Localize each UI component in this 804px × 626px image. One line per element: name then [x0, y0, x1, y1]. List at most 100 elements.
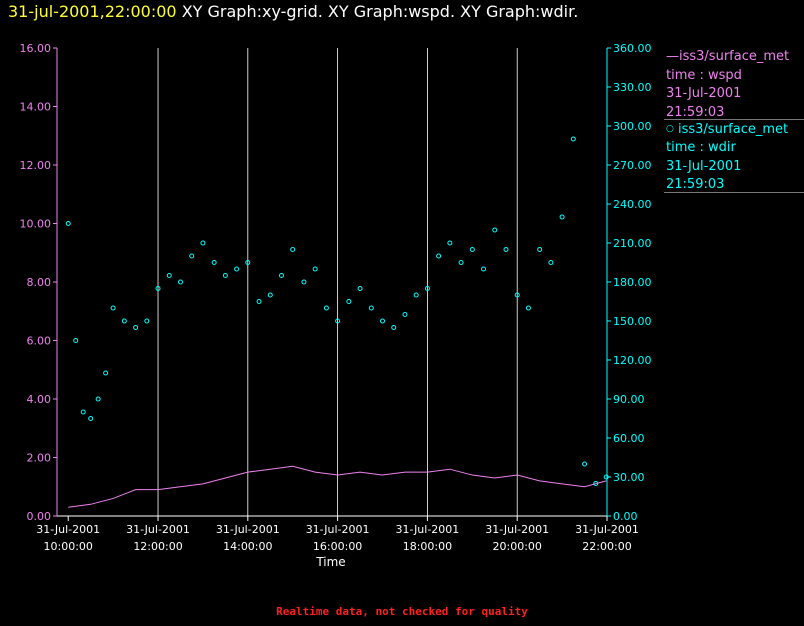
- right-axis-tick-label: 150.00: [613, 315, 652, 328]
- wdir-point: [559, 214, 565, 220]
- wdir-point: [346, 299, 352, 304]
- timestamp: 31-jul-2001,22:00:00: [8, 2, 177, 21]
- graph-titles: XY Graph:xy-grid. XY Graph:wspd. XY Grap…: [181, 2, 579, 21]
- left-axis-tick-label: 6.00: [27, 335, 52, 348]
- x-tick-date-label: 31-Jul-2001: [36, 523, 100, 536]
- x-tick-time-label: 16:00:00: [313, 540, 362, 553]
- left-axis-tick-label: 2.00: [27, 452, 52, 465]
- wdir-point: [121, 318, 127, 324]
- x-tick-date-label: 31-Jul-2001: [485, 523, 549, 536]
- right-axis-tick-label: 90.00: [613, 393, 645, 406]
- legend-wdir-source-label: iss3/surface_met: [678, 121, 789, 137]
- left-axis-tick-label: 12.00: [20, 159, 52, 172]
- legend-divider: [664, 119, 804, 120]
- right-axis-tick-label: 330.00: [613, 81, 652, 94]
- wdir-point: [413, 292, 419, 298]
- wdir-point: [402, 312, 408, 317]
- right-axis-tick-label: 0.00: [613, 510, 638, 523]
- right-axis-tick-label: 270.00: [613, 159, 652, 172]
- wdir-point: [73, 338, 79, 343]
- wdir-point: [469, 247, 475, 252]
- wdir-point: [211, 260, 217, 265]
- wdir-point: [88, 416, 94, 421]
- wdir-point: [65, 221, 71, 226]
- wdir-point: [335, 318, 341, 324]
- legend-wdir-time: 21:59:03: [666, 177, 725, 193]
- right-axis-tick-label: 120.00: [613, 354, 652, 367]
- wdir-point: [234, 266, 240, 272]
- right-axis-tick-label: 210.00: [613, 237, 652, 250]
- legend-wspd-time: 21:59:03: [666, 104, 725, 120]
- wdir-point: [80, 409, 86, 415]
- wdir-point: [514, 292, 520, 298]
- x-tick-date-label: 31-Jul-2001: [395, 523, 459, 536]
- legend-entry-wspd: —iss3/surface_met time : wspd 31-Jul-200…: [666, 48, 789, 122]
- x-tick-date-label: 31-Jul-2001: [126, 523, 190, 536]
- wdir-point: [177, 279, 183, 285]
- wdir-point: [290, 247, 296, 252]
- wspd-line: [68, 465, 607, 508]
- x-tick-time-label: 10:00:00: [44, 540, 93, 553]
- wdir-point: [525, 305, 531, 311]
- wdir-point: [458, 260, 464, 265]
- x-tick-time-label: 22:00:00: [582, 540, 631, 553]
- circle-marker-icon: ○: [666, 124, 674, 134]
- legend-entry-wdir: ○ iss3/surface_met time : wdir 31-Jul-20…: [666, 120, 788, 195]
- wdir-point: [267, 292, 273, 298]
- right-axis-tick-label: 360.00: [613, 42, 652, 55]
- x-tick-time-label: 12:00:00: [133, 540, 182, 553]
- wdir-point: [424, 286, 430, 291]
- left-axis-tick-label: 4.00: [27, 393, 52, 406]
- left-axis-tick-label: 14.00: [20, 101, 52, 114]
- wdir-point: [222, 273, 228, 278]
- wdir-point: [436, 253, 442, 259]
- left-axis-tick-label: 10.00: [20, 218, 52, 231]
- legend-divider-bottom: [664, 192, 804, 193]
- wdir-point: [189, 253, 195, 259]
- wdir-point: [481, 266, 487, 272]
- wdir-point: [537, 247, 543, 252]
- left-axis-tick-label: 16.00: [20, 42, 52, 55]
- wdir-point: [278, 273, 284, 278]
- wdir-point: [368, 305, 374, 311]
- left-axis-tick-label: 0.00: [27, 510, 52, 523]
- wdir-point: [95, 396, 101, 402]
- wdir-point: [200, 240, 206, 246]
- right-axis-tick-label: 240.00: [613, 198, 652, 211]
- legend-wdir-variable: time : wdir: [666, 140, 736, 156]
- x-tick-time-label: 18:00:00: [403, 540, 452, 553]
- wdir-point: [380, 318, 386, 324]
- x-tick-time-label: 20:00:00: [493, 540, 542, 553]
- right-axis-tick-label: 180.00: [613, 276, 652, 289]
- legend-wdir-date: 31-Jul-2001: [666, 158, 742, 174]
- left-axis-tick-label: 8.00: [27, 276, 52, 289]
- wdir-point: [110, 305, 116, 311]
- wdir-point: [312, 266, 318, 272]
- legend-wspd-variable: time : wspd: [666, 67, 742, 83]
- wdir-point: [256, 299, 262, 304]
- wdir-point: [144, 318, 150, 324]
- header: 31-jul-2001,22:00:00 XY Graph:xy-grid. X…: [8, 2, 578, 21]
- wdir-point: [603, 474, 609, 480]
- right-axis-tick-label: 30.00: [613, 471, 645, 484]
- wdir-point: [447, 240, 453, 246]
- wdir-point: [357, 286, 363, 291]
- legend-wspd-date: 31-Jul-2001: [666, 86, 742, 101]
- wdir-point: [593, 481, 599, 486]
- wdir-point: [391, 325, 397, 330]
- x-tick-date-label: 31-Jul-2001: [216, 523, 280, 536]
- wdir-point: [570, 136, 576, 142]
- right-axis-tick-label: 60.00: [613, 432, 645, 445]
- wdir-point: [492, 227, 498, 233]
- x-tick-date-label: 31-Jul-2001: [306, 523, 370, 536]
- wdir-point: [103, 370, 109, 376]
- wdir-point: [582, 461, 588, 467]
- quality-notice: Realtime data, not checked for quality: [276, 605, 528, 618]
- legend-wdir-source: ○ iss3/surface_met: [666, 120, 788, 139]
- wdir-point: [245, 260, 251, 265]
- wdir-point: [323, 305, 329, 311]
- wdir-point: [301, 279, 307, 285]
- x-tick-date-label: 31-Jul-2001: [575, 523, 639, 536]
- wdir-point: [133, 325, 139, 330]
